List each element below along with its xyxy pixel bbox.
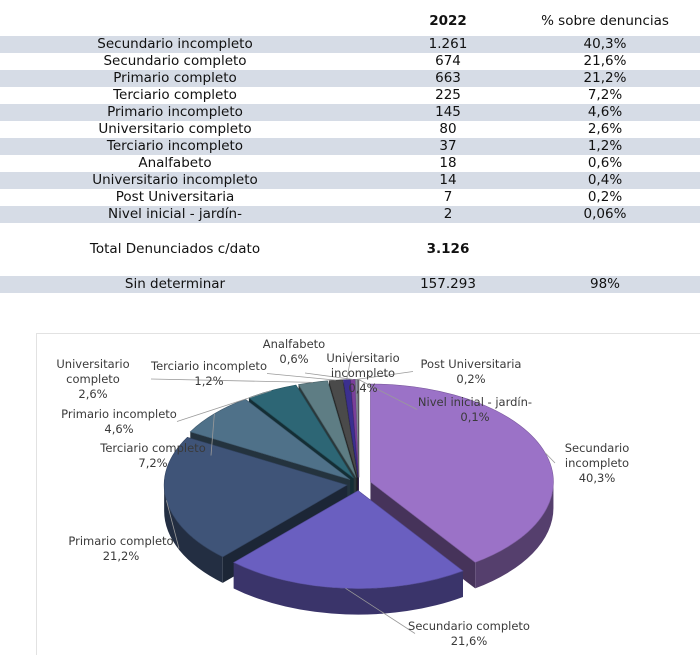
data-label: Primario incompleto 4,6% bbox=[61, 407, 177, 436]
pie-slice-side bbox=[475, 482, 554, 589]
row-label: Secundario incompleto bbox=[97, 36, 253, 52]
data-label: Nivel inicial - jardín-0,1% bbox=[418, 395, 532, 424]
table-row: Primario incompleto 145 4,6% bbox=[0, 104, 700, 121]
row-value: 145 bbox=[435, 104, 461, 120]
table-row: Analfabeto 18 0,6% bbox=[0, 155, 700, 172]
total-value: 3.126 bbox=[426, 241, 470, 257]
row-label: Nivel inicial - jardín- bbox=[108, 206, 242, 222]
row-label: Universitario incompleto bbox=[92, 172, 258, 188]
leader-line bbox=[166, 500, 180, 549]
table-row: Universitario incompleto 14 0,4% bbox=[0, 172, 700, 189]
row-value: 37 bbox=[439, 138, 457, 154]
data-label: Terciario incompleto 1,2% bbox=[150, 359, 267, 388]
header-year: 2022 bbox=[429, 13, 467, 29]
row-pct: 21,6% bbox=[583, 53, 627, 69]
undetermined-row: Sin determinar 157.293 98% bbox=[0, 276, 700, 293]
row-label: Post Universitaria bbox=[115, 189, 235, 205]
total-label: Total Denunciados c/dato bbox=[89, 241, 261, 257]
row-value: 674 bbox=[435, 53, 461, 69]
row-value: 225 bbox=[435, 87, 461, 103]
row-pct: 1,2% bbox=[587, 138, 623, 154]
row-value: 18 bbox=[439, 155, 457, 171]
undetermined-value: 157.293 bbox=[420, 276, 476, 292]
leader-line bbox=[176, 390, 272, 422]
data-label: Primario completo 21,2% bbox=[68, 534, 173, 563]
total-row: Total Denunciados c/dato 3.126 bbox=[0, 241, 700, 258]
data-label: Analfabeto 0,6% bbox=[263, 337, 325, 366]
table-row: Secundario completo 674 21,6% bbox=[0, 53, 700, 70]
pie-slice-side bbox=[164, 485, 223, 583]
leader-line bbox=[266, 373, 336, 381]
leader-line bbox=[544, 452, 556, 464]
row-label: Terciario incompleto bbox=[106, 138, 244, 154]
row-label: Secundario completo bbox=[103, 53, 247, 69]
table-header: 2022 % sobre denuncias bbox=[0, 13, 700, 30]
header-pct: % sobre denuncias bbox=[541, 13, 669, 29]
row-pct: 7,2% bbox=[587, 87, 623, 103]
leader-line bbox=[356, 371, 414, 380]
row-pct: 4,6% bbox=[587, 104, 623, 120]
pie-slice bbox=[233, 490, 464, 589]
pie-slice bbox=[163, 436, 348, 558]
data-label: Secundario completo 21,6% bbox=[408, 619, 530, 648]
leader-line bbox=[345, 588, 416, 634]
row-label: Primario completo bbox=[113, 70, 237, 86]
row-label: Primario incompleto bbox=[107, 104, 243, 120]
undetermined-label: Sin determinar bbox=[124, 276, 226, 292]
leader-line bbox=[150, 378, 313, 383]
pie-chart: Secundario incompleto 40,3% Secundario comp… bbox=[56, 337, 630, 648]
row-pct: 2,6% bbox=[587, 121, 623, 137]
row-value: 7 bbox=[443, 189, 453, 205]
row-label: Terciario completo bbox=[113, 87, 237, 103]
pie-slice bbox=[342, 379, 359, 478]
row-label: Universitario completo bbox=[98, 121, 252, 137]
row-pct: 0,2% bbox=[587, 189, 623, 205]
table-row: Terciario incompleto 37 1,2% bbox=[0, 138, 700, 155]
data-label: Universitario incompleto 0,4% bbox=[326, 351, 399, 395]
row-value: 663 bbox=[435, 70, 461, 86]
undetermined-pct: 98% bbox=[589, 276, 620, 292]
data-label: Secundario incompleto 40,3% bbox=[565, 441, 630, 485]
row-value: 1.261 bbox=[428, 36, 468, 52]
pie-chart-frame: Secundario incompleto 40,3% Secundario comp… bbox=[36, 333, 700, 655]
row-pct: 0,6% bbox=[587, 155, 623, 171]
row-pct: 21,2% bbox=[583, 70, 627, 86]
leader-line bbox=[210, 413, 215, 456]
leader-line bbox=[304, 372, 353, 380]
row-label: Analfabeto bbox=[138, 155, 212, 171]
row-pct: 0,06% bbox=[583, 206, 627, 222]
table-row: Terciario completo 225 7,2% bbox=[0, 87, 700, 104]
row-pct: 40,3% bbox=[583, 36, 627, 52]
row-pct: 0,4% bbox=[587, 172, 623, 188]
data-label: Post Universitaria 0,2% bbox=[421, 357, 522, 386]
row-value: 14 bbox=[439, 172, 457, 188]
row-value: 2 bbox=[443, 206, 453, 222]
table-row: Secundario incompleto 1.261 40,3% bbox=[0, 36, 700, 53]
pie-slice bbox=[370, 383, 554, 563]
leader-line bbox=[346, 351, 353, 380]
table-row: Post Universitaria 7 0,2% bbox=[0, 189, 700, 206]
leader-line bbox=[358, 379, 418, 410]
data-label: Terciario completo 7,2% bbox=[99, 441, 205, 470]
row-value: 80 bbox=[439, 121, 457, 137]
table-row: Universitario completo 80 2,6% bbox=[0, 121, 700, 138]
table-row: Primario completo 663 21,2% bbox=[0, 70, 700, 87]
table-row: Nivel inicial - jardín- 2 0,06% bbox=[0, 206, 700, 223]
data-label: Universitario completo 2,6% bbox=[56, 357, 129, 401]
